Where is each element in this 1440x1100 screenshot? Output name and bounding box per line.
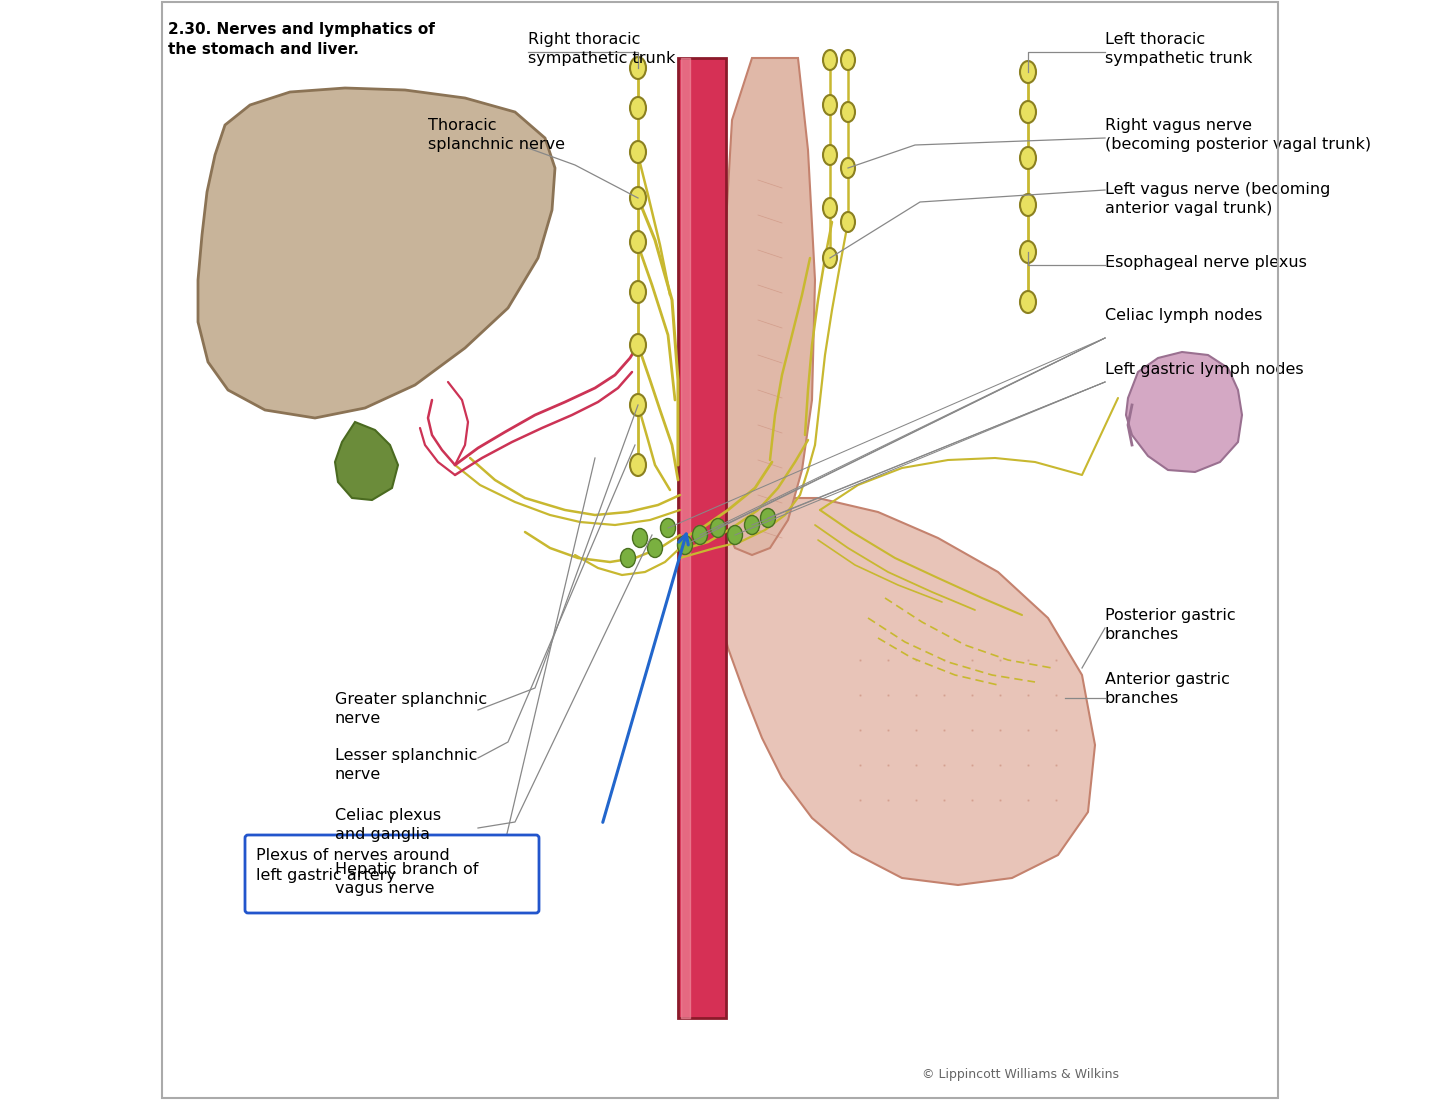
- Ellipse shape: [727, 526, 743, 544]
- Ellipse shape: [710, 518, 726, 538]
- Ellipse shape: [1020, 292, 1035, 313]
- Polygon shape: [199, 88, 554, 418]
- Ellipse shape: [824, 95, 837, 116]
- Text: Left gastric lymph nodes: Left gastric lymph nodes: [1104, 362, 1303, 377]
- Ellipse shape: [621, 549, 635, 568]
- Text: Right vagus nerve
(becoming posterior vagal trunk): Right vagus nerve (becoming posterior va…: [1104, 118, 1371, 152]
- Text: Right thoracic
sympathetic trunk: Right thoracic sympathetic trunk: [528, 32, 675, 66]
- Ellipse shape: [631, 97, 647, 119]
- Ellipse shape: [841, 212, 855, 232]
- Ellipse shape: [631, 334, 647, 356]
- Ellipse shape: [693, 526, 707, 544]
- Bar: [678, 58, 726, 1018]
- Ellipse shape: [1020, 147, 1035, 169]
- Text: © Lippincott Williams & Wilkins: © Lippincott Williams & Wilkins: [922, 1068, 1119, 1081]
- Ellipse shape: [1020, 101, 1035, 123]
- Ellipse shape: [1020, 60, 1035, 82]
- Ellipse shape: [631, 454, 647, 476]
- Text: Greater splanchnic
nerve: Greater splanchnic nerve: [336, 692, 487, 726]
- Ellipse shape: [824, 50, 837, 70]
- Text: Lesser splanchnic
nerve: Lesser splanchnic nerve: [336, 748, 478, 782]
- Ellipse shape: [632, 528, 648, 548]
- Text: Left thoracic
sympathetic trunk: Left thoracic sympathetic trunk: [1104, 32, 1253, 66]
- Text: Hepatic branch of
vagus nerve: Hepatic branch of vagus nerve: [336, 862, 478, 895]
- Ellipse shape: [824, 248, 837, 268]
- Ellipse shape: [841, 50, 855, 70]
- Ellipse shape: [661, 518, 675, 538]
- Text: Anterior gastric
branches: Anterior gastric branches: [1104, 672, 1230, 705]
- Text: Posterior gastric
branches: Posterior gastric branches: [1104, 608, 1236, 641]
- Text: 2.30. Nerves and lymphatics of: 2.30. Nerves and lymphatics of: [168, 22, 435, 37]
- Polygon shape: [710, 498, 1094, 886]
- Text: Plexus of nerves around
left gastric artery: Plexus of nerves around left gastric art…: [256, 848, 449, 883]
- Ellipse shape: [631, 141, 647, 163]
- Text: Celiac lymph nodes: Celiac lymph nodes: [1104, 308, 1263, 323]
- Text: Left vagus nerve (becoming
anterior vagal trunk): Left vagus nerve (becoming anterior vaga…: [1104, 182, 1331, 216]
- Text: Thoracic
splanchnic nerve: Thoracic splanchnic nerve: [428, 118, 564, 152]
- Polygon shape: [336, 422, 397, 501]
- Polygon shape: [1126, 352, 1241, 472]
- Ellipse shape: [824, 145, 837, 165]
- Ellipse shape: [841, 158, 855, 178]
- Ellipse shape: [760, 508, 776, 528]
- Ellipse shape: [677, 536, 693, 554]
- Ellipse shape: [648, 539, 662, 558]
- Ellipse shape: [631, 187, 647, 209]
- Ellipse shape: [631, 394, 647, 416]
- Ellipse shape: [631, 57, 647, 79]
- Ellipse shape: [631, 280, 647, 302]
- Text: Esophageal nerve plexus: Esophageal nerve plexus: [1104, 255, 1308, 270]
- Ellipse shape: [631, 231, 647, 253]
- Text: Celiac plexus
and ganglia: Celiac plexus and ganglia: [336, 808, 441, 842]
- Ellipse shape: [1020, 241, 1035, 263]
- Ellipse shape: [841, 102, 855, 122]
- Ellipse shape: [824, 198, 837, 218]
- Ellipse shape: [744, 516, 759, 535]
- FancyBboxPatch shape: [245, 835, 539, 913]
- Polygon shape: [716, 58, 815, 556]
- Ellipse shape: [1020, 194, 1035, 216]
- Text: the stomach and liver.: the stomach and liver.: [168, 42, 359, 57]
